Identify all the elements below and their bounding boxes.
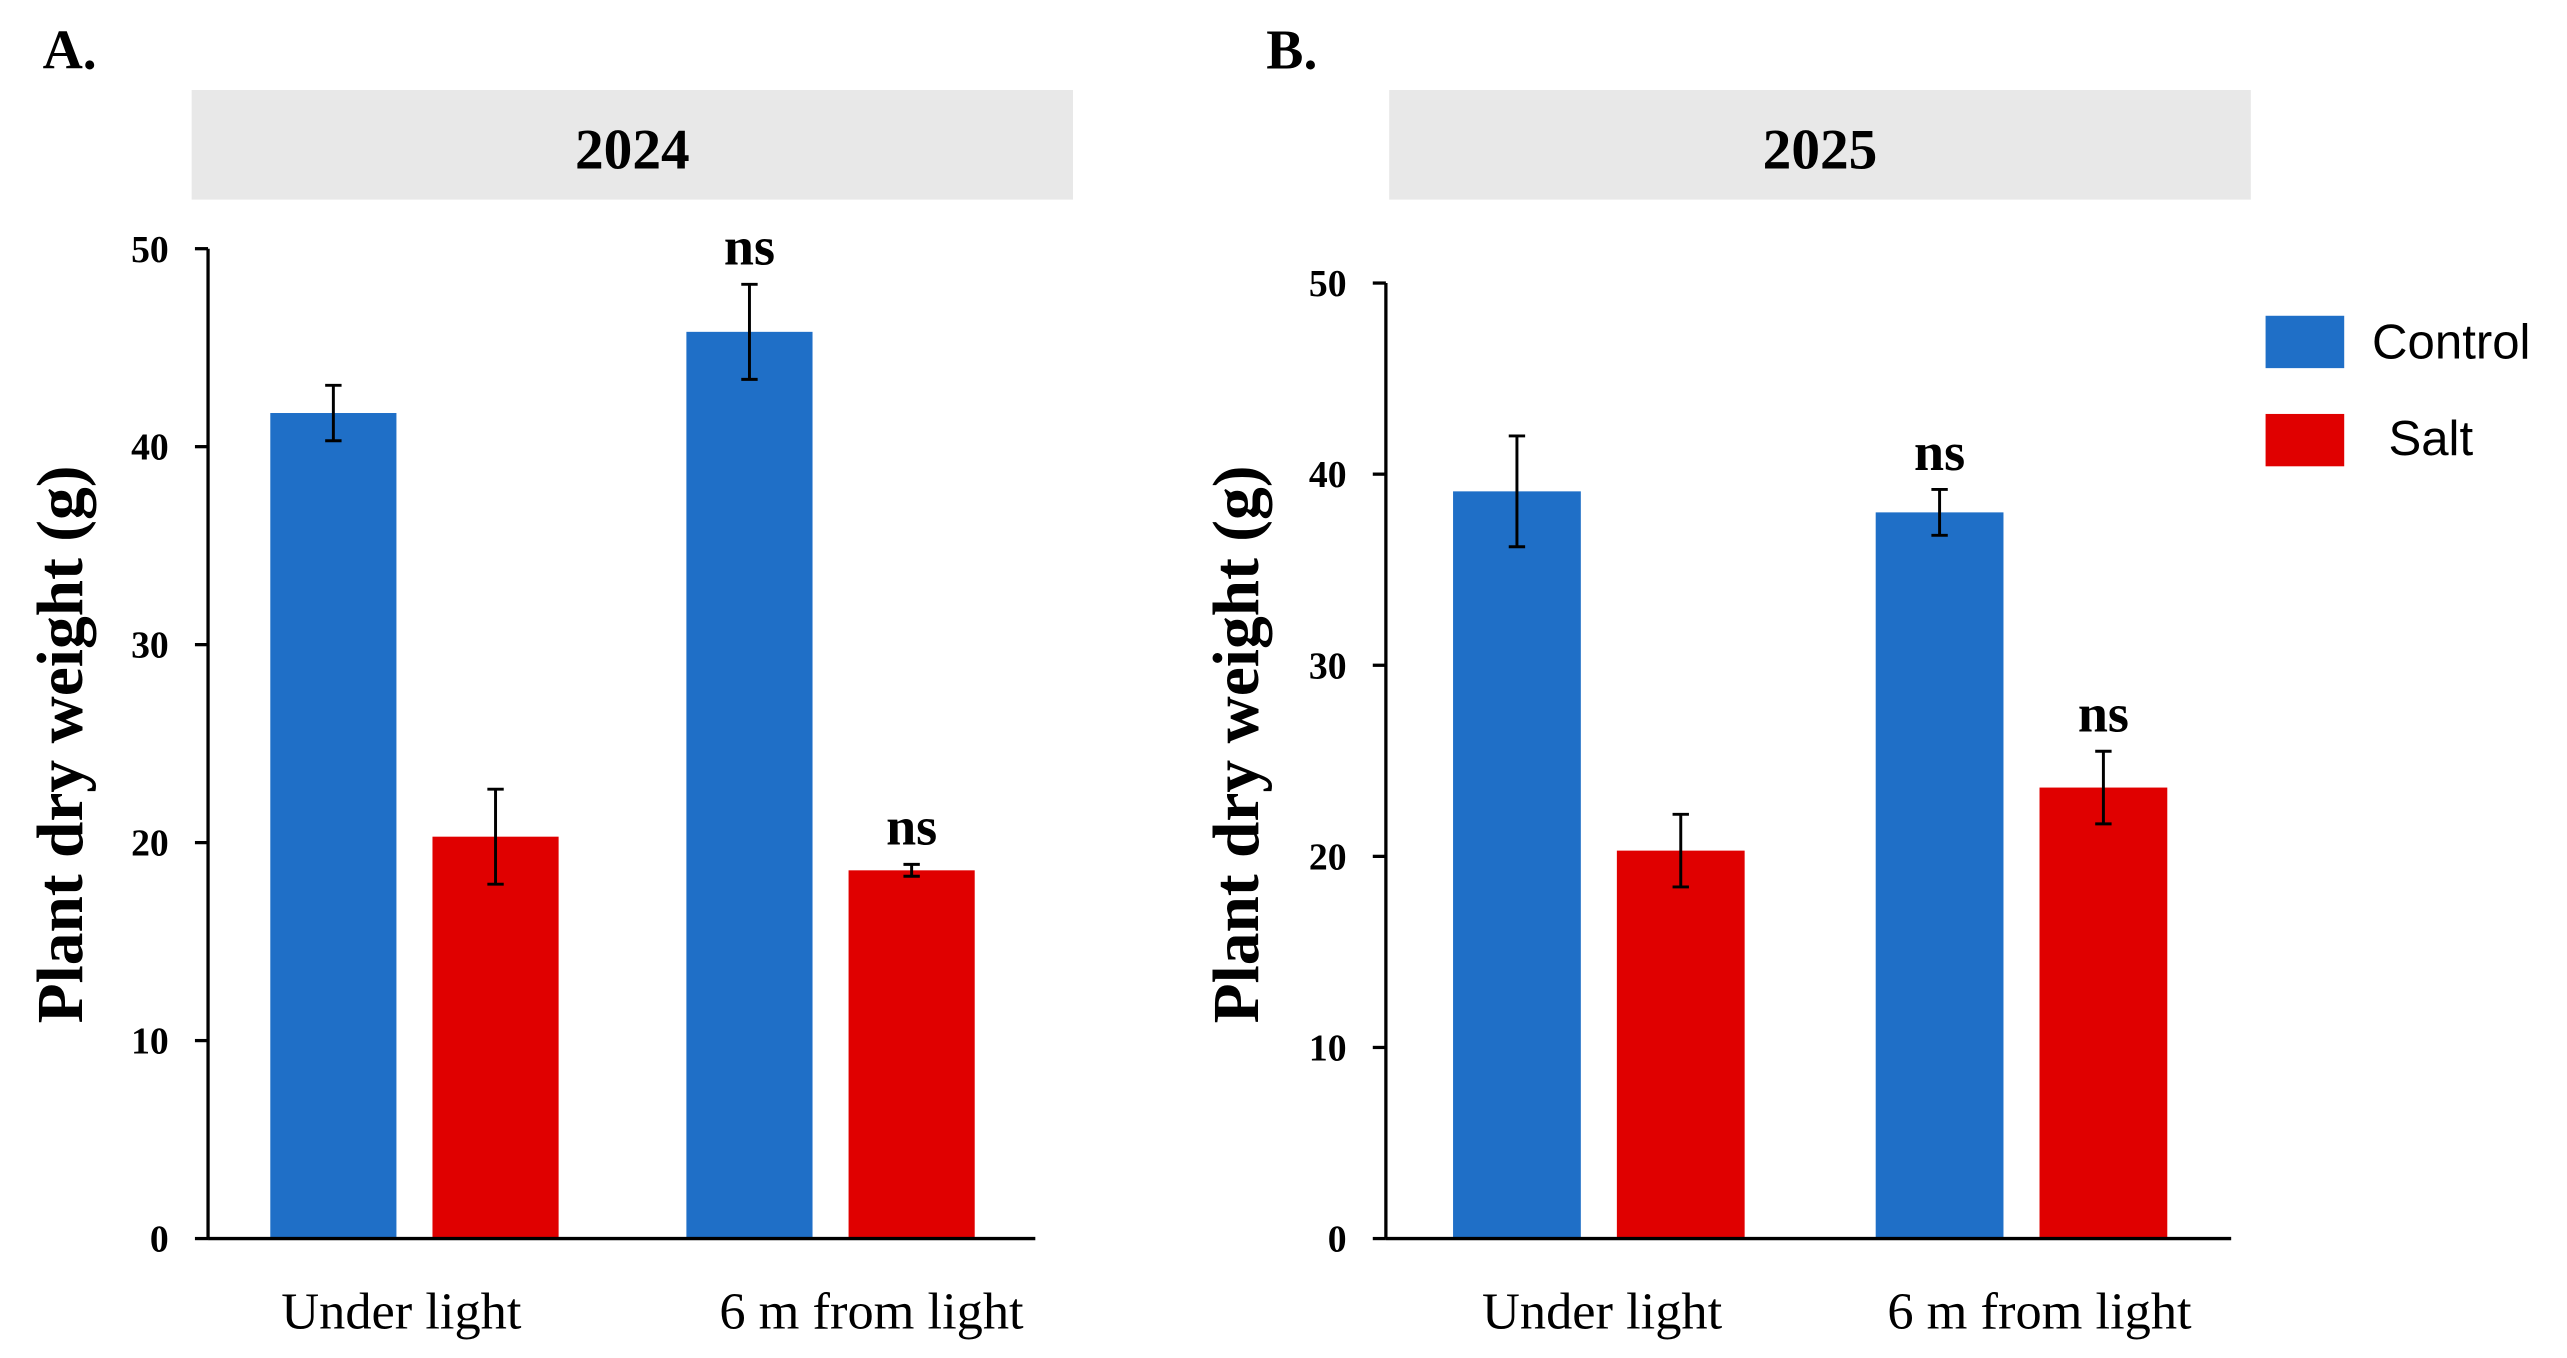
panel-a-y-ticks: 0 10 20 30 40 50 (131, 229, 209, 1261)
y-tick-label-3: 30 (1309, 645, 1347, 687)
bar-control-0 (1453, 491, 1581, 1239)
panel-b-y-axis-label: Plant dry weight (g) (1201, 465, 1273, 1023)
y-tick-label-1: 10 (131, 1021, 169, 1063)
panel-b-year-header (1389, 89, 2251, 200)
bar-control-1 (1875, 512, 2004, 1239)
significance-label-salt-1: ns (2078, 684, 2129, 744)
panel-a-y-axis-label: Plant dry weight (g) (25, 465, 97, 1023)
legend-swatch-control (2265, 315, 2345, 369)
significance-label-control-1: ns (724, 217, 775, 277)
panel-b-axes (1384, 283, 2232, 1241)
y-tick-label-4: 40 (131, 427, 169, 469)
panel-a-bars: ns ns (270, 217, 975, 1239)
significance-label-salt-1: ns (886, 797, 937, 857)
bar-salt-0 (1616, 850, 1745, 1239)
panel-a-category-label-1: 6 m from light (719, 1283, 1024, 1341)
panel-b-category-label-0: Under light (1482, 1283, 1723, 1341)
panel-b-bars: ns ns (1453, 422, 2168, 1239)
panel-a-year-header (191, 89, 1073, 200)
y-tick-label-2: 20 (1309, 836, 1347, 878)
legend-swatch-salt (2265, 413, 2345, 467)
legend-label-control: Control (2372, 315, 2530, 369)
y-tick-label-0: 0 (1328, 1219, 1347, 1261)
panel-a: A. 2024 Plant dry weight (g) 0 10 20 30 40 50… (25, 20, 1073, 1341)
bar-salt-0 (432, 836, 559, 1239)
legend: Control Salt (2265, 315, 2530, 467)
panel-b-category-label-1: 6 m from light (1887, 1283, 2192, 1341)
panel-b-y-ticks: 0 10 20 30 40 50 (1309, 263, 1386, 1261)
panel-a-year-label: 2024 (575, 119, 690, 182)
bar-control-0 (270, 413, 397, 1239)
panel-b-year-label: 2025 (1763, 119, 1878, 182)
y-tick-label-0: 0 (150, 1219, 169, 1261)
panel-a-axes (206, 248, 1036, 1241)
panel-b: B. 2025 Plant dry weight (g) 0 10 20 30 40 50… (1201, 20, 2251, 1341)
y-tick-label-2: 20 (131, 823, 169, 865)
y-tick-label-3: 30 (131, 625, 169, 667)
significance-label-control-1: ns (1914, 422, 1965, 482)
bar-salt-1 (2039, 787, 2168, 1239)
y-tick-label-5: 50 (1309, 263, 1347, 305)
bar-salt-1 (848, 870, 975, 1239)
panel-b-letter: B. (1266, 20, 1317, 82)
y-tick-label-4: 40 (1309, 454, 1347, 496)
y-tick-label-1: 10 (1309, 1028, 1347, 1070)
panel-a-letter: A. (43, 20, 97, 82)
panel-a-category-label-0: Under light (281, 1283, 522, 1341)
y-tick-label-5: 50 (131, 229, 169, 271)
legend-label-salt: Salt (2388, 412, 2473, 466)
bar-control-1 (686, 331, 813, 1239)
